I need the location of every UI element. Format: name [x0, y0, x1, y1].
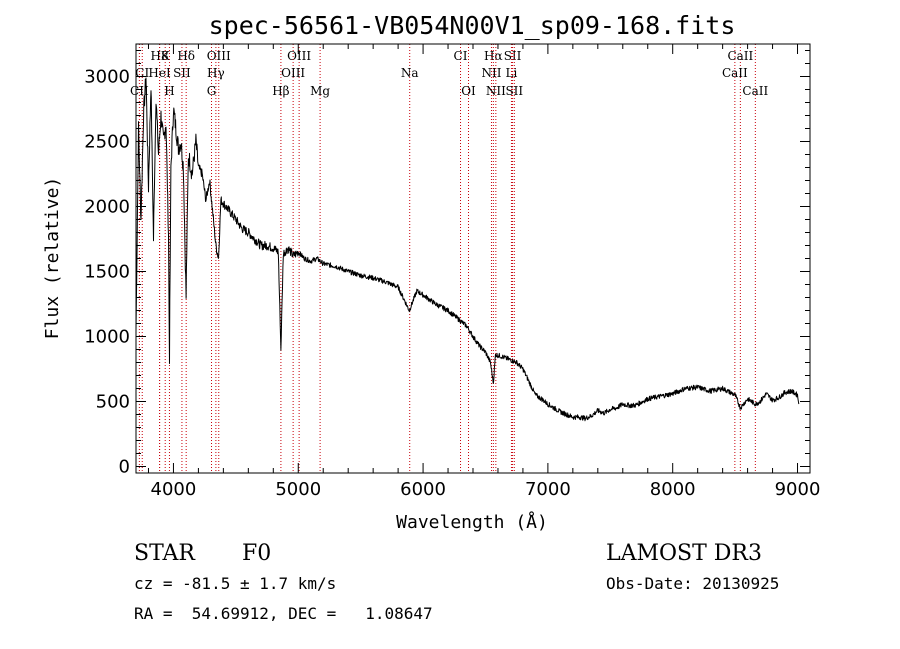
- line-label-H: H: [164, 84, 174, 98]
- y-tick-label: 0: [119, 457, 130, 478]
- line-label-K: K: [161, 49, 171, 63]
- x-tick-label: 9000: [775, 479, 821, 500]
- y-axis-title: Flux (relative): [42, 177, 63, 340]
- line-label-CI-6300: CI: [454, 49, 468, 63]
- x-tick-label: 8000: [650, 479, 696, 500]
- line-label-H-delta: Hδ: [177, 49, 195, 63]
- spectral-subclass: F0: [242, 541, 271, 566]
- line-label-CII-3727: CII: [130, 84, 149, 98]
- x-axis-title: Wavelength (Å): [396, 511, 548, 533]
- line-label-SII-6731: SII: [505, 84, 523, 98]
- y-tick-label: 2500: [84, 132, 130, 153]
- spectrum-line-flux: [135, 77, 800, 422]
- line-label-CaII-8498: CaII: [722, 66, 748, 80]
- line-label-CaII-8542: CaII: [727, 49, 753, 63]
- line-label-H-beta: Hβ: [272, 84, 289, 98]
- redshift-value: cz = -81.5 ± 1.7 km/s: [134, 574, 336, 593]
- line-label-HeI: HeI: [148, 66, 171, 80]
- line-label-OIII-4363: OIII: [207, 49, 231, 63]
- object-class: STAR: [134, 541, 196, 566]
- x-tick-label: 6000: [400, 479, 446, 500]
- x-tick-label: 7000: [525, 479, 571, 500]
- line-label-NII-6583: NII: [486, 84, 506, 98]
- line-label-Na: Na: [401, 66, 419, 80]
- y-tick-label: 1500: [84, 262, 130, 283]
- line-label-CI-3750: CI: [135, 66, 149, 80]
- line-label-OIII-4959: OIII: [281, 66, 305, 80]
- line-label-NII-6548: NII: [481, 66, 501, 80]
- x-tick-label: 4000: [151, 479, 197, 500]
- x-tick-label: 5000: [275, 479, 321, 500]
- line-label-SII-6717: SII: [504, 49, 522, 63]
- line-label-G: G: [207, 84, 217, 98]
- line-label-Li: Li: [506, 66, 518, 80]
- line-label-H-alpha: Hα: [484, 49, 503, 63]
- plot-frame: [135, 43, 811, 474]
- line-label-CaII-8662: CaII: [742, 84, 768, 98]
- line-label-H-gamma: Hγ: [207, 66, 225, 80]
- line-label-OI-6364: OI: [461, 84, 476, 98]
- sky-coordinates: RA = 54.69912, DEC = 1.08647: [134, 604, 433, 623]
- observation-date: Obs-Date: 20130925: [606, 574, 779, 593]
- y-tick-label: 3000: [84, 67, 130, 88]
- axis-ticks: 4000 5000 6000 7000 8000 9000 0 500 1000 1500 2000…: [84, 44, 820, 500]
- line-label-SII-4068: SII: [173, 66, 191, 80]
- line-label-Mg: Mg: [310, 84, 330, 98]
- plot-data: [135, 77, 800, 422]
- y-tick-label: 1000: [84, 327, 130, 348]
- survey-name: LAMOST DR3: [606, 541, 762, 566]
- y-tick-label: 2000: [84, 197, 130, 218]
- line-label-OIII-5007: OIII: [287, 49, 311, 63]
- y-tick-label: 500: [96, 392, 130, 413]
- chart-title: spec-56561-VB054N00V1_sp09-168.fits: [209, 11, 736, 40]
